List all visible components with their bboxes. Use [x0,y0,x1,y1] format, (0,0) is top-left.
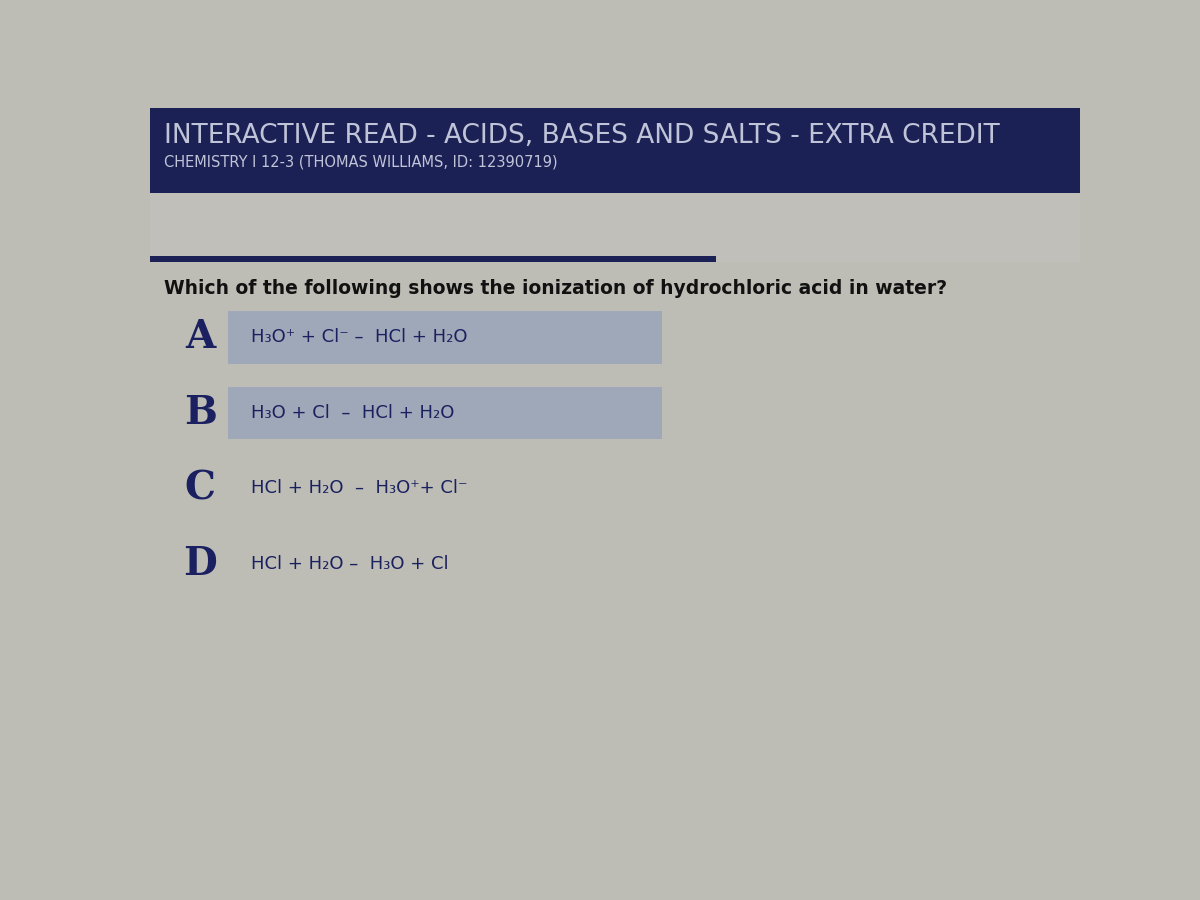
Text: A: A [185,319,216,356]
Text: HCl + H₂O –  H₃O + Cl: HCl + H₂O – H₃O + Cl [251,554,449,572]
Text: C: C [185,470,216,508]
Text: HCl + H₂O  –  H₃O⁺+ Cl⁻: HCl + H₂O – H₃O⁺+ Cl⁻ [251,480,467,498]
FancyBboxPatch shape [150,256,715,262]
Text: H₃O⁺ + Cl⁻ –  HCl + H₂O: H₃O⁺ + Cl⁻ – HCl + H₂O [251,328,467,346]
Text: B: B [184,394,217,432]
Text: CHEMISTRY I 12-3 (THOMAS WILLIAMS, ID: 12390719): CHEMISTRY I 12-3 (THOMAS WILLIAMS, ID: 1… [164,154,558,169]
FancyBboxPatch shape [228,311,661,364]
FancyBboxPatch shape [228,387,661,439]
Text: Which of the following shows the ionization of hydrochloric acid in water?: Which of the following shows the ionizat… [164,279,947,298]
FancyBboxPatch shape [150,108,1080,801]
FancyBboxPatch shape [150,193,1080,262]
FancyBboxPatch shape [150,108,1080,193]
Text: INTERACTIVE READ - ACIDS, BASES AND SALTS - EXTRA CREDIT: INTERACTIVE READ - ACIDS, BASES AND SALT… [164,123,1000,149]
Text: H₃O + Cl  –  HCl + H₂O: H₃O + Cl – HCl + H₂O [251,404,454,422]
Text: D: D [184,544,217,583]
